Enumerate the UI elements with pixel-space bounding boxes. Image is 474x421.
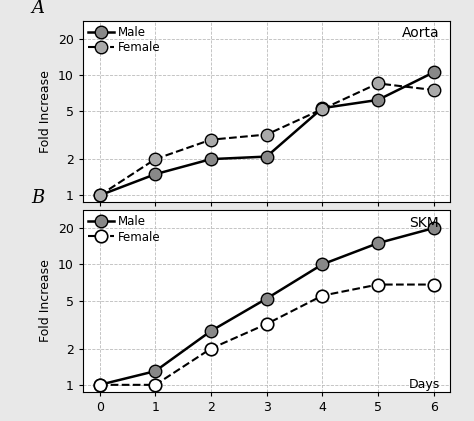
- Text: Days: Days: [409, 378, 440, 391]
- Text: A: A: [31, 0, 45, 17]
- Line: Male: Male: [93, 222, 440, 391]
- Text: B: B: [31, 189, 45, 207]
- Male: [153, 369, 158, 374]
- Female: [97, 193, 102, 198]
- Male: [431, 70, 437, 75]
- Male: [264, 154, 269, 159]
- Female: [375, 282, 381, 287]
- Line: Male: Male: [93, 66, 440, 202]
- Y-axis label: Fold Increase: Fold Increase: [39, 260, 53, 342]
- Male: [431, 226, 437, 231]
- Female: [208, 346, 214, 351]
- Male: [264, 296, 269, 301]
- Text: Aorta: Aorta: [401, 27, 439, 40]
- Female: [431, 88, 437, 93]
- Male: [208, 157, 214, 162]
- Male: [153, 172, 158, 177]
- Male: [208, 328, 214, 333]
- Female: [97, 382, 102, 387]
- Male: [319, 262, 325, 267]
- Female: [264, 132, 269, 137]
- Male: [97, 193, 102, 198]
- Female: [375, 81, 381, 86]
- Line: Female: Female: [93, 77, 440, 202]
- Male: [375, 97, 381, 102]
- Legend: Male, Female: Male, Female: [86, 24, 162, 55]
- Female: [153, 382, 158, 387]
- Female: [319, 293, 325, 298]
- Male: [97, 382, 102, 387]
- Line: Female: Female: [93, 278, 440, 391]
- Female: [153, 157, 158, 162]
- Legend: Male, Female: Male, Female: [86, 214, 162, 245]
- Female: [208, 137, 214, 142]
- Female: [431, 282, 437, 287]
- Male: [375, 241, 381, 246]
- Text: SKM: SKM: [410, 216, 439, 230]
- Male: [319, 106, 325, 111]
- Female: [264, 322, 269, 327]
- Female: [319, 107, 325, 112]
- Y-axis label: Fold Increase: Fold Increase: [39, 70, 53, 153]
